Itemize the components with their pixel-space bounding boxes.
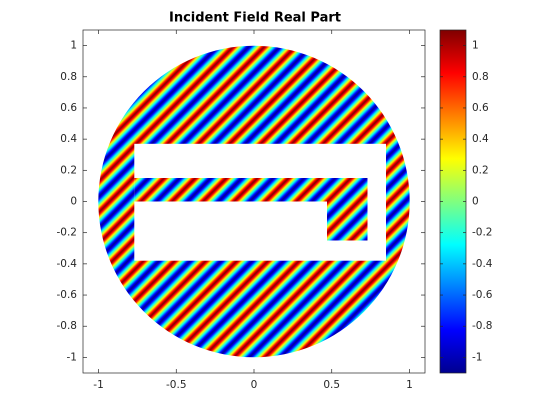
y-tick-label: 0.4	[60, 133, 77, 145]
y-tick-label: -1	[67, 351, 77, 363]
chart-title: Incident Field Real Part	[169, 11, 341, 26]
colorbar-tick-label: 1	[472, 40, 479, 52]
y-tick-label: 0	[70, 196, 77, 208]
colorbar-tick-label: 0.8	[472, 71, 489, 83]
colorbar-tick-label: -0.2	[472, 227, 493, 239]
colorbar-tick-label: -0.6	[472, 289, 493, 301]
colorbar-tick-label: 0.6	[472, 102, 489, 114]
x-tick-label: 0.5	[323, 379, 340, 391]
y-tick-label: 0.8	[60, 71, 77, 83]
colorbar-tick-label: 0.2	[472, 164, 489, 176]
y-tick-label: 0.2	[60, 164, 77, 176]
x-tick-label: -1	[93, 379, 103, 391]
x-tick-label: -0.5	[166, 379, 187, 391]
y-tick-label: -0.6	[57, 289, 78, 301]
colorbar-tick-label: -0.8	[472, 320, 493, 332]
colorbar-tick-label: 0	[472, 196, 479, 208]
colorbar-tick-label: 0.4	[472, 133, 489, 145]
y-tick-label: -0.8	[57, 320, 78, 332]
colorbar-tick-label: -1	[472, 351, 482, 363]
colorbar	[439, 29, 467, 374]
x-tick-label: 0	[251, 379, 258, 391]
y-tick-label: -0.2	[57, 227, 78, 239]
y-tick-label: -0.4	[57, 258, 78, 270]
field-image	[98, 45, 410, 358]
colorbar-tick-label: -0.4	[472, 258, 493, 270]
y-tick-label: 1	[70, 40, 77, 52]
scatterer-band	[134, 178, 368, 241]
y-tick-label: 0.6	[60, 102, 77, 114]
x-tick-label: 1	[406, 379, 413, 391]
